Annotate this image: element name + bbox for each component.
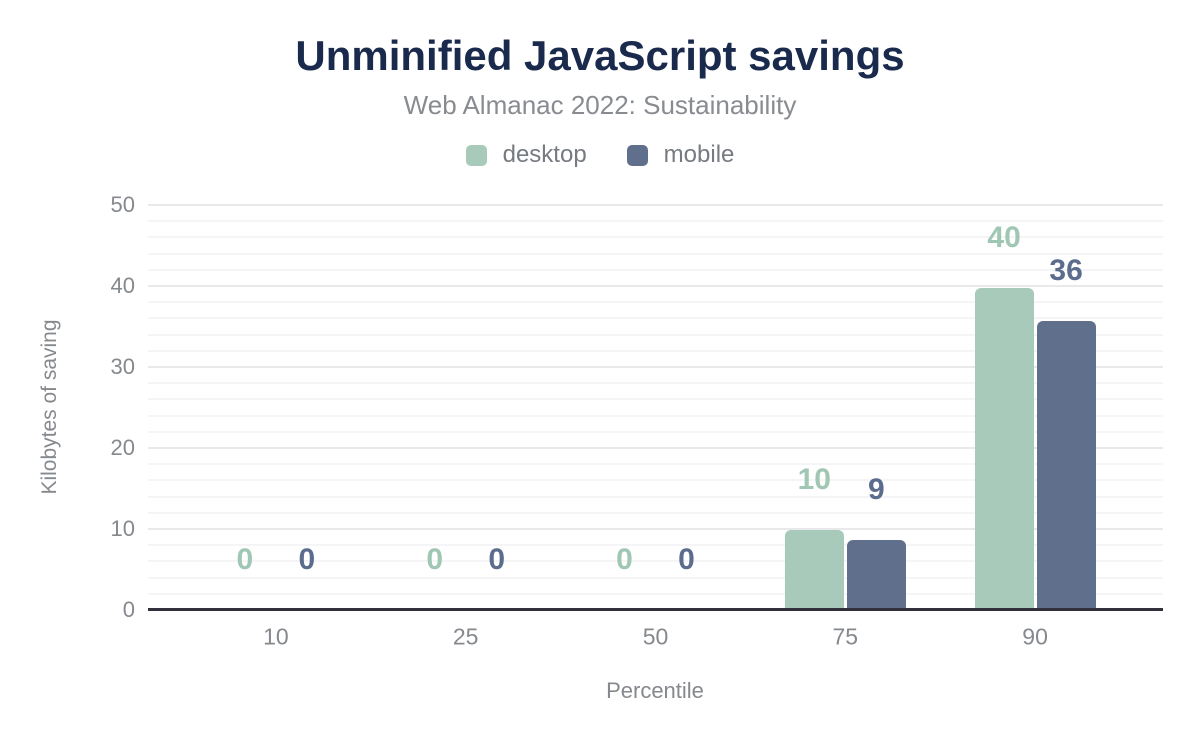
minor-gridline xyxy=(148,317,1163,320)
bar-value-label-mobile-p90: 36 xyxy=(1049,253,1083,287)
minor-gridline xyxy=(148,414,1163,417)
legend-item-mobile[interactable]: mobile xyxy=(626,141,735,169)
bar-value-label-mobile-p10: 0 xyxy=(298,543,316,576)
bar-desktop-p75[interactable] xyxy=(784,529,844,610)
x-axis-tick-label: 50 xyxy=(642,623,669,650)
minor-gridline xyxy=(148,430,1163,433)
x-axis-tick-label: 90 xyxy=(1022,623,1048,650)
minor-gridline xyxy=(148,479,1163,482)
minor-gridline xyxy=(148,349,1163,352)
minor-gridline xyxy=(148,382,1163,385)
mobile-legend-swatch-icon xyxy=(626,144,648,166)
minor-gridline xyxy=(148,544,1163,547)
bar-value-label-mobile-p25: 0 xyxy=(488,543,506,576)
legend-label: mobile xyxy=(663,141,735,168)
bar-value-label-desktop-p90: 40 xyxy=(987,221,1021,255)
bar-value-label-desktop-p25: 0 xyxy=(426,543,444,576)
minor-gridline xyxy=(148,495,1163,498)
y-axis-tick-label: 50 xyxy=(110,192,135,217)
desktop-legend-swatch-icon xyxy=(465,144,487,166)
x-axis-title: Percentile xyxy=(606,678,704,703)
y-axis-tick-label: 20 xyxy=(110,435,135,460)
major-gridline xyxy=(148,447,1163,449)
y-axis-tick-label: 40 xyxy=(110,273,135,298)
x-axis-tick-label: 75 xyxy=(832,623,859,650)
x-axis-tick-label: 25 xyxy=(452,623,479,650)
legend-item-desktop[interactable]: desktop xyxy=(465,141,587,169)
minor-gridline xyxy=(148,220,1163,223)
minor-gridline xyxy=(148,398,1163,401)
major-gridline xyxy=(148,204,1163,206)
chart-subtitle: Web Almanac 2022: Sustainability xyxy=(403,90,797,120)
minor-gridline xyxy=(148,268,1163,271)
y-axis-tick-label: 0 xyxy=(122,597,135,622)
bar-value-label-desktop-p50: 0 xyxy=(616,543,633,576)
y-axis-title: Kilobytes of saving xyxy=(38,319,61,495)
minor-gridline xyxy=(148,560,1163,563)
bar-value-label-mobile-p50: 0 xyxy=(678,543,695,576)
bar-mobile-p90[interactable] xyxy=(1036,320,1096,610)
minor-gridline xyxy=(148,576,1163,579)
minor-gridline xyxy=(148,592,1163,595)
chart-title: Unminified JavaScript savings xyxy=(295,32,905,79)
bar-mobile-p75[interactable] xyxy=(846,539,906,610)
legend: desktop mobile xyxy=(0,141,1200,169)
y-axis-tick-label: 30 xyxy=(110,354,135,379)
major-gridline xyxy=(148,285,1163,287)
plot-area: 0 10 20 30 40 50 0 0 10 0 0 25 0 0 50 10 9 75 40 36 90 xyxy=(111,192,1163,650)
minor-gridline xyxy=(148,252,1163,255)
x-axis-line xyxy=(148,608,1163,611)
minor-gridline xyxy=(148,511,1163,514)
minor-gridline xyxy=(148,301,1163,304)
bar-value-label-desktop-p10: 0 xyxy=(236,543,254,576)
y-axis-tick-label: 10 xyxy=(110,516,135,541)
x-axis-tick-label: 10 xyxy=(263,623,289,650)
minor-gridline xyxy=(148,236,1163,239)
minor-gridline xyxy=(148,463,1163,466)
bar-desktop-p90[interactable] xyxy=(974,288,1034,610)
minor-gridline xyxy=(148,333,1163,336)
major-gridline xyxy=(148,366,1163,368)
bar-value-label-desktop-p75: 10 xyxy=(797,462,831,496)
major-gridline xyxy=(148,528,1163,530)
legend-label: desktop xyxy=(502,141,587,168)
bar-value-label-mobile-p75: 9 xyxy=(867,472,885,506)
